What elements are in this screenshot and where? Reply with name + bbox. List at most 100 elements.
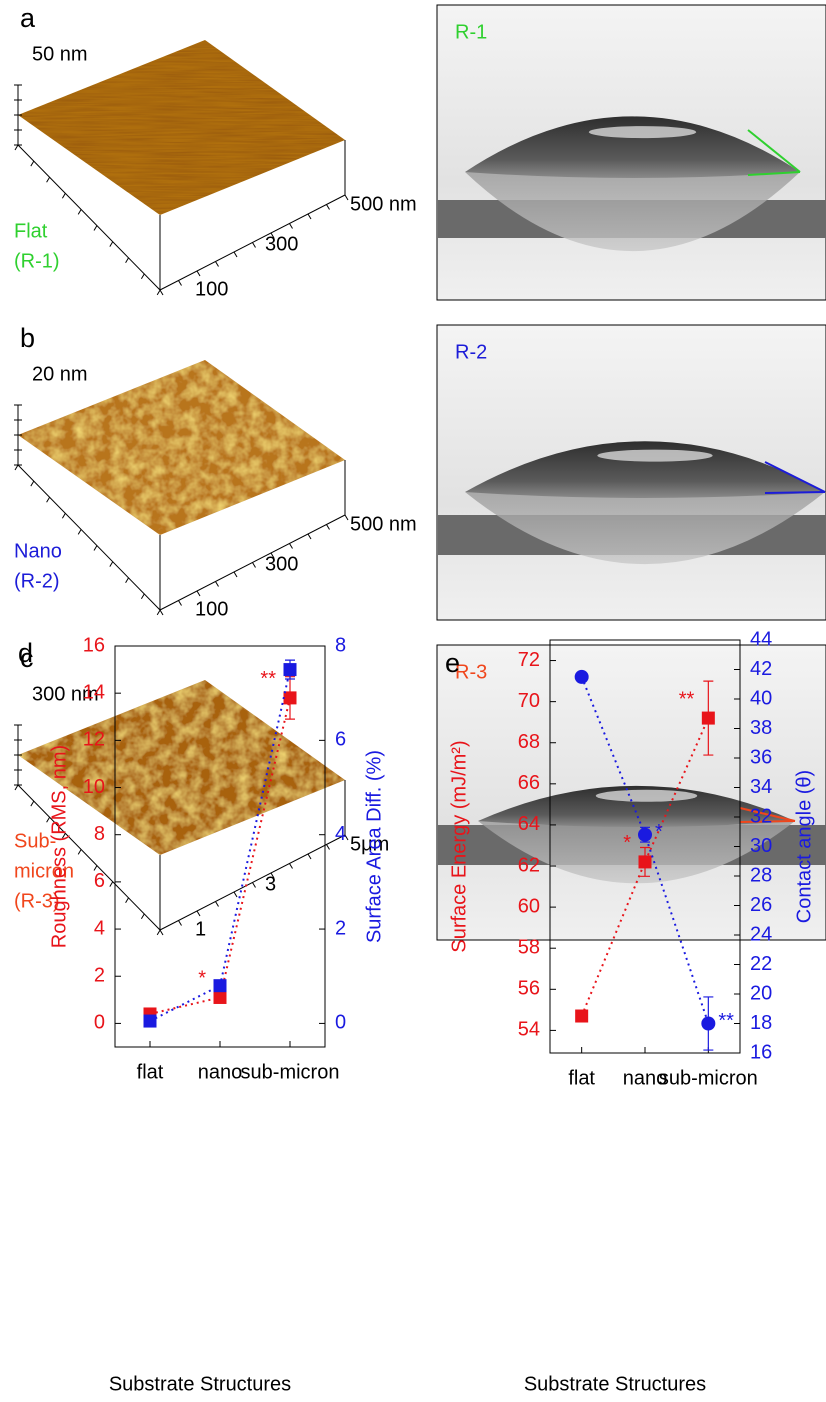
afm-frame: [110, 242, 113, 247]
y2-tick-label: 20: [750, 982, 772, 1004]
afm-axis-label: 300: [265, 553, 298, 575]
afm-frame: [31, 801, 34, 806]
y-tick-label: 70: [518, 690, 540, 712]
afm-frame: [110, 562, 113, 567]
sample-label: (R-2): [14, 570, 60, 592]
afm-frame: [31, 481, 34, 486]
afm-frame: [253, 243, 256, 248]
afm-frame: [160, 610, 163, 615]
afm-frame: [141, 274, 144, 279]
afm-frame: [197, 591, 200, 596]
afm-frame: [179, 921, 182, 926]
afm-frame: [62, 513, 65, 518]
height-label: 20 nm: [32, 363, 88, 385]
afm-axis-label: 500 nm: [350, 193, 417, 215]
x-axis-title: Substrate Structures: [524, 1373, 706, 1395]
afm-frame: [179, 281, 182, 286]
afm-frame: [157, 610, 160, 615]
panel-letter: d: [18, 638, 33, 668]
x-tick-label: flat: [137, 1061, 164, 1083]
y-tick-label: 16: [83, 634, 105, 656]
afm-frame: [290, 544, 293, 549]
y-tick-label: 60: [518, 895, 540, 917]
afm-frame: [94, 226, 97, 231]
afm-frame: [15, 465, 18, 470]
y2-tick-label: 24: [750, 923, 772, 945]
significance-label: *: [198, 968, 206, 990]
x-axis-title: Substrate Structures: [109, 1373, 291, 1395]
afm-frame: [345, 515, 348, 520]
y-tick-label: 14: [83, 681, 105, 703]
y-tick-label: 64: [518, 813, 540, 835]
afm-frame: [290, 864, 293, 869]
marker: [638, 828, 652, 842]
significance-label: **: [260, 668, 276, 690]
afm-frame: [160, 290, 163, 295]
afm-surface: [18, 360, 345, 535]
y-tick-label: 8: [94, 823, 105, 845]
y2-axis-title: Surface Area Diff. (%): [363, 750, 385, 943]
y2-tick-label: 38: [750, 717, 772, 739]
afm-axis-label: 100: [195, 598, 228, 620]
y-tick-label: 0: [94, 1012, 105, 1034]
marker: [701, 1017, 715, 1031]
afm-axis-label: 100: [195, 278, 228, 300]
droplet-highlight: [589, 126, 696, 138]
afm-frame: [197, 271, 200, 276]
afm-frame: [141, 914, 144, 919]
marker: [284, 691, 297, 704]
x-tick-label: nano: [198, 1061, 243, 1083]
droplet-label: R-2: [455, 341, 487, 363]
afm-frame: [157, 930, 160, 935]
afm-axis-label: 3: [265, 873, 276, 895]
significance-label: *: [623, 832, 631, 854]
afm-frame: [308, 534, 311, 539]
droplet-highlight: [596, 790, 697, 802]
significance-label: **: [718, 1010, 734, 1032]
afm-frame: [234, 572, 237, 577]
afm-axis-label: 1: [195, 918, 206, 940]
afm-surface: [18, 40, 345, 215]
afm-frame: [327, 205, 330, 210]
panel-letter: a: [20, 3, 36, 33]
x-tick-label: sub-micron: [241, 1061, 340, 1083]
marker: [575, 670, 589, 684]
y2-tick-label: 36: [750, 746, 772, 768]
afm-frame: [78, 529, 81, 534]
afm-frame: [126, 898, 129, 903]
afm-frame: [327, 525, 330, 530]
y-tick-label: 12: [83, 729, 105, 751]
droplet-label: R-1: [455, 21, 487, 43]
y-tick-label: 6: [94, 870, 105, 892]
significance-label: *: [655, 821, 663, 843]
afm-frame: [126, 578, 129, 583]
x-tick-label: sub-micron: [659, 1067, 758, 1089]
afm-frame: [308, 854, 311, 859]
afm-frame: [216, 902, 219, 907]
y2-tick-label: 42: [750, 658, 772, 680]
afm-frame: [110, 882, 113, 887]
y-axis-title: Roughness (RMS, nm): [48, 745, 70, 948]
y2-tick-label: 26: [750, 894, 772, 916]
y-tick-label: 4: [94, 917, 105, 939]
afm-frame: [47, 177, 50, 182]
y2-tick-label: 40: [750, 687, 772, 709]
afm-frame: [234, 892, 237, 897]
y-tick-label: 54: [518, 1019, 540, 1041]
panel-letter: e: [445, 648, 460, 678]
panel: c300 nm135μmSub-micron(R-3)R-3: [14, 643, 826, 940]
afm-frame: [216, 262, 219, 267]
y-tick-label: 72: [518, 649, 540, 671]
y2-tick-label: 0: [335, 1012, 346, 1034]
afm-frame: [31, 161, 34, 166]
y-tick-label: 68: [518, 731, 540, 753]
afm-frame: [78, 209, 81, 214]
afm-frame: [253, 563, 256, 568]
y-axis-title: Surface Energy (mJ/m²): [448, 740, 470, 952]
afm-frame: [15, 785, 18, 790]
afm-frame: [78, 849, 81, 854]
y2-tick-label: 2: [335, 917, 346, 939]
droplet-highlight: [597, 450, 712, 462]
afm-frame: [308, 214, 311, 219]
